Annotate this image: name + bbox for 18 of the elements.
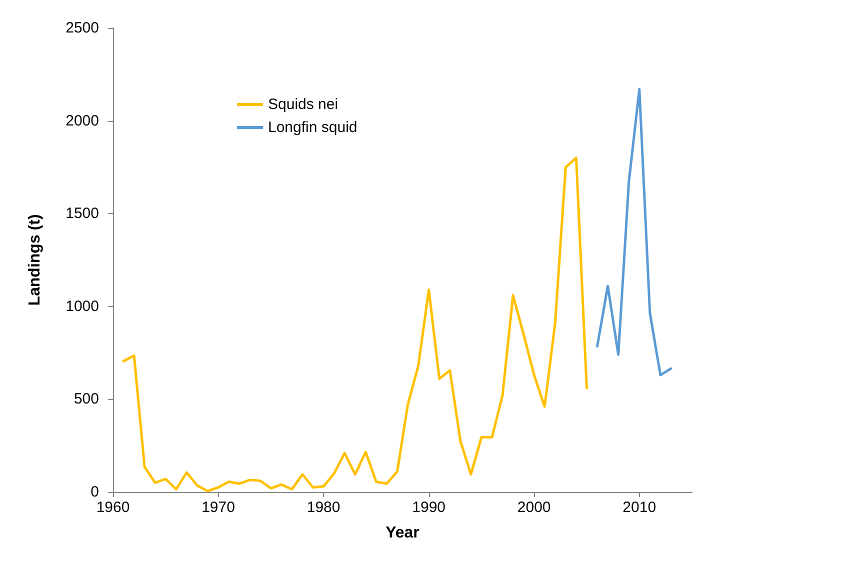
line-series [596, 88, 672, 376]
y-tick-label: 1000 [66, 298, 99, 315]
legend-label: Longfin squid [268, 119, 358, 136]
x-tick-label: 1990 [412, 499, 446, 516]
y-tick-label: 0 [90, 484, 99, 500]
legend-label: Squids nei [268, 96, 338, 113]
x-tick-label: 1960 [96, 499, 130, 516]
y-axis-title: Landings (t) [26, 214, 44, 306]
x-tick-label: 2010 [622, 499, 656, 516]
y-tick-label: 2500 [66, 20, 99, 36]
x-axis-title: Year [386, 524, 420, 542]
x-tick-label: 1970 [202, 499, 235, 516]
y-tick-label: 500 [74, 390, 99, 408]
x-tick-label: 1980 [306, 499, 340, 516]
y-tick-label: 1500 [66, 205, 99, 222]
line-series [122, 156, 588, 492]
y-tick-label: 2000 [66, 112, 99, 130]
x-tick-label: 2000 [517, 499, 551, 516]
